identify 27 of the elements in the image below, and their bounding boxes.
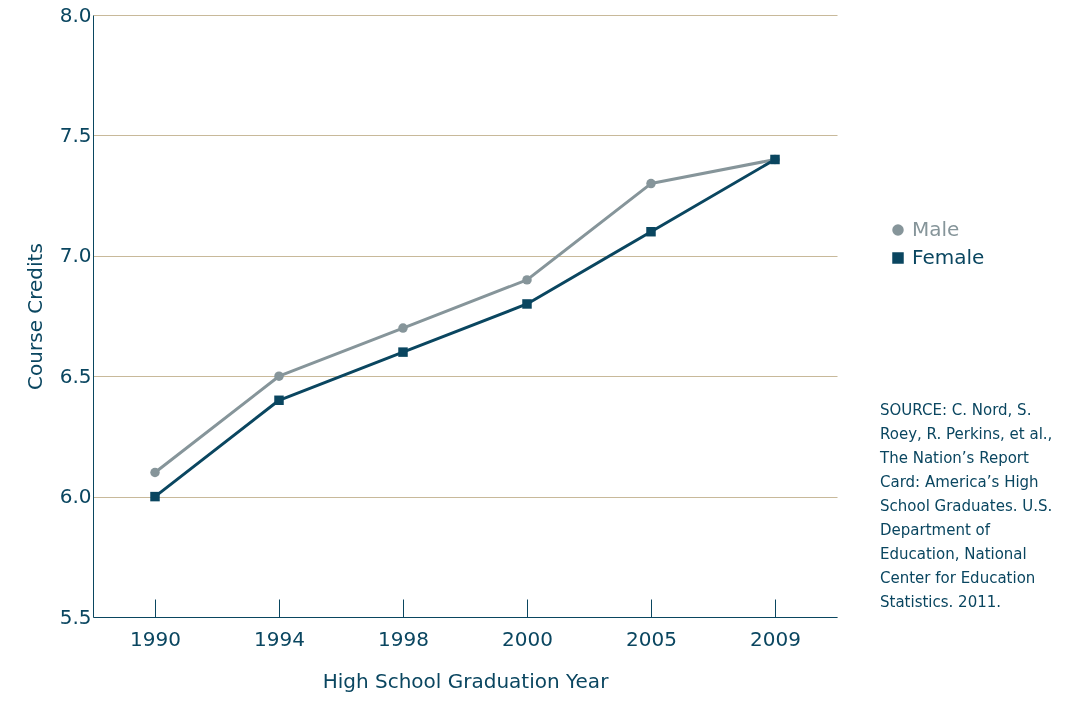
x-tick-label: 1990 (130, 626, 181, 651)
point (646, 178, 656, 189)
point (150, 467, 160, 478)
x-tick-label: 1994 (254, 626, 305, 651)
legend-label: Male (912, 217, 960, 241)
x-tick-label: 1998 (378, 626, 429, 651)
legend-label: Female (912, 245, 985, 269)
x-axis-title: High School Graduation Year (322, 668, 610, 693)
y-tick-label: 5.5 (59, 604, 92, 629)
point (150, 491, 160, 502)
y-axis-title: Course Credits (22, 243, 47, 390)
text: SOURCE: C. Nord, S. Roey, R. Perkins, et al., The Nation’s Report Card: America’s High School Graduates. U.S. Department of Education, National Center for Education Statistics. 2011. (880, 401, 1053, 611)
y-tick-label: 6.5 (59, 363, 92, 388)
point (398, 323, 408, 333)
point (522, 299, 532, 309)
point (646, 226, 656, 237)
point (274, 371, 284, 381)
point (398, 347, 408, 357)
y-tick-label: 6.0 (59, 484, 92, 509)
y-tick-label: 7.5 (59, 122, 92, 147)
point (274, 395, 284, 406)
y-tick-label: 7.0 (59, 243, 92, 268)
x-tick-label: 2009 (750, 626, 801, 651)
y-tick-label: 8.0 (59, 2, 92, 27)
x-tick-label: 2000 (502, 626, 553, 651)
point (522, 275, 532, 285)
x-tick-label: 2005 (626, 626, 677, 651)
